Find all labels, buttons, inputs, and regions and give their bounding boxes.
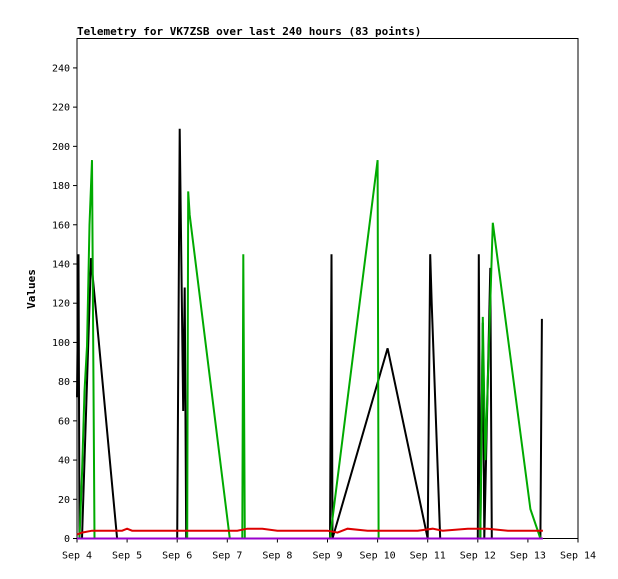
y-tick-label: 100	[52, 338, 70, 349]
y-tick-label: 160	[52, 220, 70, 231]
y-tick-label: 40	[58, 456, 70, 467]
x-tick-label: Sep 12	[460, 551, 496, 562]
x-tick-label: Sep 14	[560, 551, 596, 562]
chart-title: Telemetry for VK7ZSB over last 240 hours…	[77, 25, 421, 38]
x-tick-label: Sep 6	[162, 551, 192, 562]
x-tick-label: Sep 7	[212, 551, 242, 562]
x-tick-label: Sep 5	[112, 551, 142, 562]
x-tick-label: Sep 11	[410, 551, 446, 562]
x-tick-label: Sep 10	[360, 551, 396, 562]
y-tick-label: 240	[52, 63, 70, 74]
x-axis: Sep 4 Sep 5 Sep 6 Sep 7 Sep 8 Sep 9 Sep 10 Sep …	[62, 538, 596, 562]
y-tick-label: 0	[64, 534, 70, 545]
x-tick-label: Sep 9	[312, 551, 342, 562]
y-tick-label: 140	[52, 259, 70, 270]
y-tick-label: 80	[58, 377, 70, 388]
x-tick-label: Sep 13	[510, 551, 546, 562]
x-tick-label: Sep 4	[62, 551, 92, 562]
y-tick-label: 120	[52, 299, 70, 310]
y-axis: 0 20 40 60 80 100 120 140 160 180 200 220 240	[52, 63, 77, 545]
y-tick-label: 180	[52, 181, 70, 192]
x-tick-label: Sep 8	[262, 551, 292, 562]
y-tick-label: 200	[52, 142, 70, 153]
y-tick-label: 220	[52, 103, 70, 114]
plot-area	[76, 38, 579, 539]
y-tick-label: 20	[58, 495, 70, 506]
y-axis-title: Values	[25, 269, 38, 309]
series-line-1	[76, 128, 543, 540]
series-line-3	[76, 527, 543, 536]
y-tick-label: 60	[58, 416, 70, 427]
series-layer	[76, 128, 543, 540]
